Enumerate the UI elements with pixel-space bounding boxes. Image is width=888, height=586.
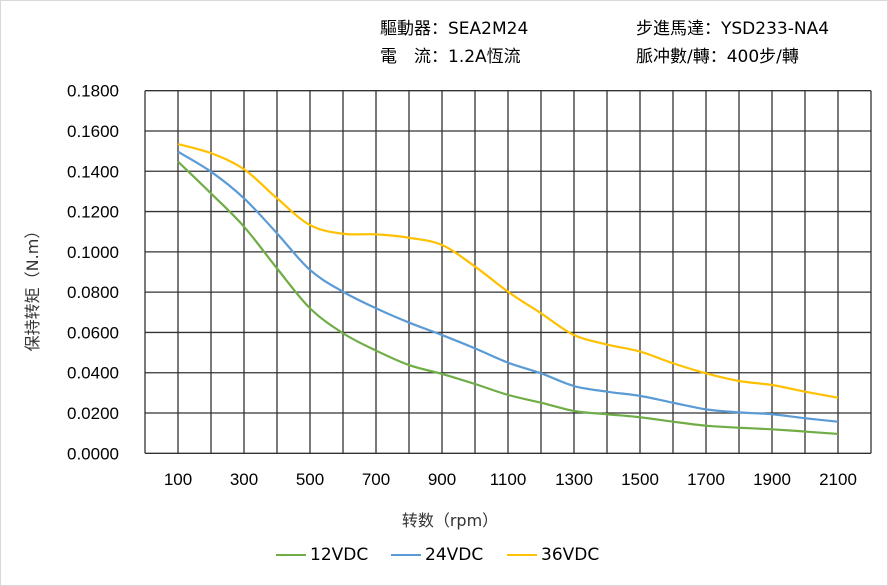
legend-label: 36VDC <box>541 545 600 565</box>
y-tick-label: 0.1800 <box>67 82 119 101</box>
driver-label: 驅動器： <box>380 19 448 39</box>
y-tick-label: 0.0800 <box>67 283 119 302</box>
motor-label: 步進馬達： <box>636 19 721 39</box>
legend-item-12VDC: 12VDC <box>276 545 368 565</box>
x-tick-label: 100 <box>164 470 192 489</box>
y-tick-label: 0.0200 <box>67 404 119 423</box>
legend-item-36VDC: 36VDC <box>507 545 599 565</box>
series-line-24VDC <box>177 150 839 423</box>
legend-swatch <box>507 553 537 557</box>
x-tick-label: 1900 <box>753 470 791 489</box>
y-tick-label: 0.1000 <box>67 243 119 262</box>
x-tick-label: 900 <box>428 470 456 489</box>
y-axis-title: 保持转矩（N.m） <box>23 223 42 352</box>
series-line-36VDC <box>177 143 839 399</box>
motor-value: YSD233-NA4 <box>721 19 830 39</box>
x-tick-label: 500 <box>296 470 324 489</box>
y-tick-label: 0.0400 <box>67 364 119 383</box>
legend-label: 12VDC <box>310 545 369 565</box>
current-label: 電 流： <box>380 47 448 67</box>
x-tick-label: 1100 <box>490 470 527 489</box>
x-tick-label: 700 <box>362 470 390 489</box>
pulses-info: 脈冲數/轉：400步/轉 <box>636 42 799 67</box>
y-tick-label: 0.1200 <box>67 203 119 222</box>
pulses-label: 脈冲數/轉： <box>636 47 727 67</box>
driver-info: 驅動器：SEA2M24 <box>380 14 528 39</box>
current-info: 電 流：1.2A恆流 <box>380 42 521 67</box>
x-tick-label: 2100 <box>819 470 857 489</box>
legend-swatch <box>391 553 421 557</box>
x-tick-label: 300 <box>230 470 258 489</box>
pulses-value: 400步/轉 <box>726 47 799 67</box>
legend-swatch <box>276 553 306 557</box>
driver-value: SEA2M24 <box>448 19 529 39</box>
motor-info: 步進馬達：YSD233-NA4 <box>636 14 829 39</box>
legend-label: 24VDC <box>425 545 484 565</box>
y-tick-label: 0.0600 <box>67 323 119 342</box>
x-tick-label: 1700 <box>687 470 725 489</box>
x-tick-label: 1500 <box>621 470 659 489</box>
y-tick-label: 0.1400 <box>67 162 119 181</box>
current-value: 1.2A恆流 <box>448 47 521 67</box>
legend-item-24VDC: 24VDC <box>391 545 483 565</box>
y-tick-label: 0.1600 <box>67 122 119 141</box>
series-line-12VDC <box>177 160 839 436</box>
x-axis-title: 转数（rpm） <box>402 511 498 530</box>
y-tick-label: 0.0000 <box>67 444 119 463</box>
x-tick-label: 1300 <box>555 470 593 489</box>
